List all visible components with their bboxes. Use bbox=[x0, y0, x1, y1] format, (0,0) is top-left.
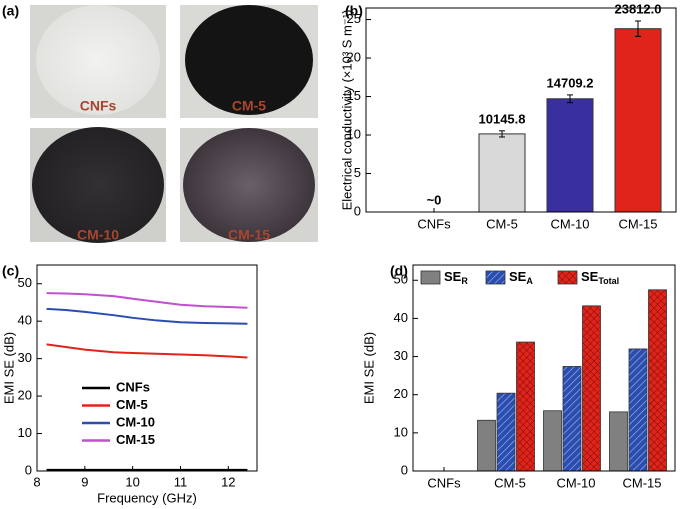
bar bbox=[582, 305, 601, 472]
legend-label-main: SE bbox=[444, 269, 462, 284]
line-series bbox=[46, 292, 248, 309]
x-tick-label: CNFs bbox=[417, 216, 451, 231]
bar bbox=[496, 392, 516, 472]
x-tick-label: 11 bbox=[174, 474, 188, 489]
bar bbox=[648, 289, 667, 472]
y-tick-label: 30 bbox=[18, 350, 32, 365]
bar bbox=[516, 341, 535, 472]
panel-label: (b) bbox=[345, 3, 363, 19]
photo-label: CM-5 bbox=[232, 98, 266, 114]
sample-disc bbox=[36, 5, 160, 115]
sample-disc bbox=[32, 127, 164, 243]
y-tick-label: 0 bbox=[354, 203, 361, 218]
y-tick-label: 15 bbox=[347, 88, 361, 103]
photo-label: CNFs bbox=[80, 98, 117, 114]
legend-swatch bbox=[557, 270, 578, 285]
y-tick-label: 0 bbox=[401, 462, 408, 477]
bar bbox=[546, 98, 594, 213]
bar bbox=[614, 28, 662, 213]
x-tick-label: 9 bbox=[81, 474, 88, 489]
x-tick-label: 8 bbox=[33, 474, 40, 489]
y-tick-label: 50 bbox=[394, 272, 408, 287]
x-tick-label: CNFs bbox=[427, 475, 461, 490]
y-tick-label: 40 bbox=[18, 313, 32, 328]
y-tick-label: 10 bbox=[394, 424, 408, 439]
bar bbox=[562, 366, 582, 472]
y-tick-label: 10 bbox=[18, 425, 32, 440]
y-tick-label: 30 bbox=[394, 348, 408, 363]
y-tick-label: 20 bbox=[347, 49, 361, 64]
sample-disc bbox=[185, 5, 313, 115]
x-tick-label: 12 bbox=[221, 474, 235, 489]
value-label: 14709.2 bbox=[547, 75, 594, 90]
legend-label: SEA bbox=[509, 269, 533, 286]
line-series bbox=[46, 343, 248, 359]
plot-frame bbox=[365, 7, 677, 213]
legend-label-main: SE bbox=[509, 269, 527, 284]
y-axis-label: EMI SE (dB) bbox=[361, 332, 376, 404]
legend-label-sub: R bbox=[461, 276, 468, 286]
panel-label: (a) bbox=[2, 3, 19, 19]
value-label: 23812.0 bbox=[615, 1, 662, 16]
x-tick-label: CM-5 bbox=[486, 216, 518, 231]
value-label: ~0 bbox=[427, 192, 442, 207]
legend-swatch bbox=[420, 270, 441, 285]
legend-label: CNFs bbox=[116, 379, 150, 394]
y-tick-label: 25 bbox=[347, 11, 361, 26]
y-tick-label: 40 bbox=[394, 310, 408, 325]
sample-disc bbox=[183, 128, 315, 242]
bar bbox=[543, 410, 562, 472]
plot-frame bbox=[36, 264, 258, 472]
panel-label: (d) bbox=[390, 263, 408, 279]
y-tick-label: 5 bbox=[354, 165, 361, 180]
value-label: 10145.8 bbox=[479, 111, 526, 126]
y-tick-label: 0 bbox=[25, 462, 32, 477]
legend-label-main: SE bbox=[581, 269, 599, 284]
x-tick-label: CM-15 bbox=[618, 216, 657, 231]
y-axis-label: EMI SE (dB) bbox=[1, 332, 16, 404]
legend-swatch bbox=[485, 270, 506, 285]
photo-label: CM-15 bbox=[228, 227, 270, 243]
x-tick-label: CM-10 bbox=[550, 216, 589, 231]
x-tick-label: CM-10 bbox=[556, 475, 595, 490]
legend-label: SER bbox=[444, 269, 468, 286]
legend-label-sub: A bbox=[526, 276, 533, 286]
legend-label: CM-15 bbox=[116, 432, 155, 447]
legend-label: CM-10 bbox=[116, 414, 155, 429]
x-axis-label: Frequency (GHz) bbox=[97, 490, 197, 505]
legend-label: CM-5 bbox=[116, 397, 148, 412]
panel-label: (c) bbox=[2, 263, 19, 279]
legend-label-sub: Total bbox=[598, 276, 619, 286]
y-tick-label: 10 bbox=[347, 126, 361, 141]
y-axis-label: Electrical conductivity (×10³ S m⁻¹) bbox=[339, 10, 354, 211]
x-tick-label: CM-15 bbox=[622, 475, 661, 490]
y-tick-label: 50 bbox=[18, 275, 32, 290]
line-series bbox=[46, 307, 248, 325]
plot-frame bbox=[412, 264, 676, 472]
photo-label: CM-10 bbox=[77, 227, 119, 243]
legend-label: SETotal bbox=[581, 269, 619, 286]
bar bbox=[477, 419, 496, 472]
y-tick-label: 20 bbox=[18, 388, 32, 403]
x-tick-label: 10 bbox=[125, 474, 139, 489]
x-tick-label: CM-5 bbox=[494, 475, 526, 490]
bar bbox=[609, 411, 628, 472]
bar bbox=[478, 133, 526, 213]
bar bbox=[628, 348, 648, 472]
y-tick-label: 20 bbox=[394, 386, 408, 401]
